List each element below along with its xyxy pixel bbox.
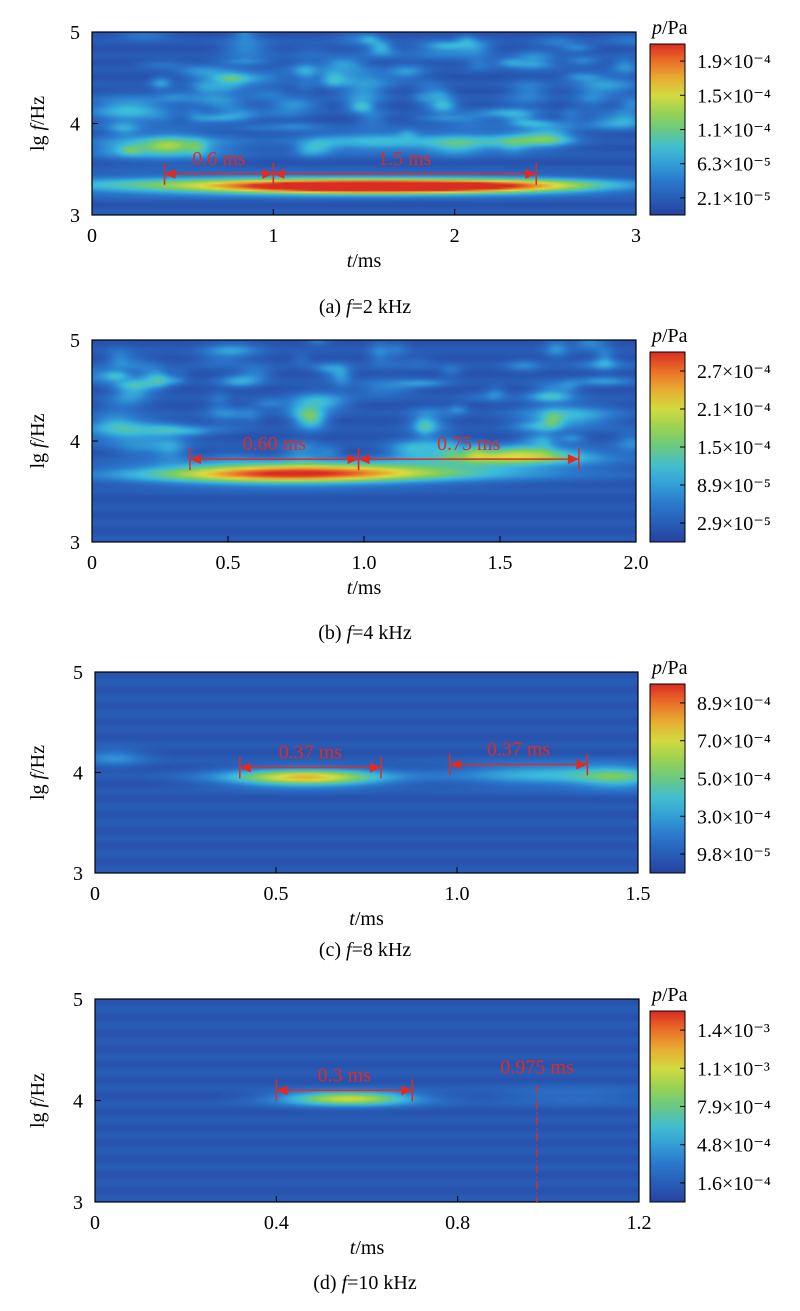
y-tick-label: 5 — [70, 330, 80, 352]
x-tick-label: 1 — [268, 225, 278, 247]
chart-panel: 0 0.4 0.8 1.2 3 4 5 t/ms lg f/Hz p/Pa 1.4×10⁻³ 1.1×… — [0, 982, 800, 1310]
colorbar-tick-label: 2.1×10⁻⁴ — [697, 399, 771, 421]
x-tick-label: 1.2 — [627, 1212, 652, 1234]
x-axis-label: t/ms — [347, 577, 382, 599]
chart-svg: 0 0.5 1.0 1.5 2.0 3 4 5 t/ms lg f/Hz p/Pa 2.7×10⁻⁴ 2… — [27, 325, 771, 599]
x-axis-label: t/ms — [350, 1237, 385, 1259]
chart-panel: 0 0.5 1.0 1.5 3 4 5 t/ms lg f/Hz p/Pa 8.9×10⁻⁴ 7.0×… — [0, 655, 800, 983]
y-axis-label: lg f/Hz — [27, 413, 49, 468]
colorbar-tick-label: 1.4×10⁻³ — [697, 1020, 770, 1042]
colorbar-tick-label: 2.7×10⁻⁴ — [697, 361, 771, 383]
duration-label: 0.60 ms — [243, 433, 307, 455]
colorbar-tick-label: 8.9×10⁻⁵ — [697, 475, 771, 497]
duration-label: 1.5 ms — [378, 148, 432, 170]
x-tick-label: 0.5 — [216, 552, 241, 574]
colorbar-tick-label: 1.9×10⁻⁴ — [697, 51, 771, 73]
x-tick-label: 0 — [90, 883, 100, 905]
x-tick-label: 1.5 — [488, 552, 513, 574]
colorbar-title: p/Pa — [650, 984, 688, 1006]
panel-caption: (a) f=2 kHz — [318, 296, 412, 318]
colorbar-tick-label: 7.9×10⁻⁴ — [697, 1097, 771, 1119]
y-axis-label: lg f/Hz — [27, 1073, 49, 1128]
marker-line: 0.975 ms — [500, 1056, 574, 1202]
colorbar-tick-label: 1.5×10⁻⁴ — [697, 437, 771, 459]
duration-label: 0.75 ms — [437, 433, 501, 455]
colorbar — [649, 351, 686, 543]
x-tick-label: 0 — [87, 225, 97, 247]
colorbar-tick-label: 1.1×10⁻³ — [697, 1058, 770, 1080]
x-tick-label: 0.5 — [264, 883, 289, 905]
colorbar-tick-label: 6.3×10⁻⁵ — [697, 154, 771, 176]
colorbar-tick-label: 9.8×10⁻⁵ — [697, 844, 771, 866]
duration-annotation: 0.37 ms — [449, 738, 589, 776]
duration-annotation: 0.3 ms — [275, 1064, 414, 1102]
x-tick-label: 0.8 — [445, 1212, 470, 1234]
heatmap-image — [92, 340, 636, 542]
y-tick-label: 3 — [73, 1192, 83, 1214]
chart-panel: 0 0.5 1.0 1.5 2.0 3 4 5 t/ms lg f/Hz p/Pa 2.7×10⁻⁴ 2… — [0, 325, 800, 656]
duration-label: 0.6 ms — [192, 148, 246, 170]
colorbar-tick-label: 5.0×10⁻⁴ — [697, 769, 771, 791]
colorbar-tick-label: 2.1×10⁻⁵ — [697, 188, 771, 210]
colorbar-title: p/Pa — [650, 17, 688, 39]
duration-annotation: 0.75 ms — [357, 433, 580, 471]
y-axis-label: lg f/Hz — [27, 745, 49, 800]
colorbar — [649, 683, 686, 874]
colorbar-tick-label: 1.1×10⁻⁴ — [697, 120, 771, 142]
y-tick-label: 3 — [70, 205, 80, 227]
y-tick-label: 5 — [73, 989, 83, 1011]
y-axis-label: lg f/Hz — [27, 96, 49, 151]
colorbar-tick-label: 8.9×10⁻⁴ — [697, 693, 771, 715]
x-tick-label: 1.0 — [352, 552, 377, 574]
colorbar-tick-label: 7.0×10⁻⁴ — [697, 731, 771, 753]
colorbar-tick-label: 3.0×10⁻⁴ — [697, 806, 771, 828]
chart-svg: 0 1 2 3 3 4 5 t/ms lg f/Hz p/Pa 1.9×10⁻⁴ 1.5×10⁻⁴ 1.… — [27, 17, 771, 272]
panel-caption: (d) f=10 kHz — [313, 1272, 417, 1294]
duration-annotation: 0.37 ms — [239, 741, 382, 779]
chart-panel: 0 1 2 3 3 4 5 t/ms lg f/Hz p/Pa 1.9×10⁻⁴ 1.5×10⁻⁴ 1.… — [0, 0, 800, 328]
colorbar — [649, 43, 686, 216]
colorbar-title: p/Pa — [650, 325, 688, 347]
x-tick-label: 2 — [450, 225, 460, 247]
y-tick-label: 5 — [73, 662, 83, 684]
marker-label: 0.975 ms — [500, 1056, 574, 1078]
colorbar-tick-label: 1.6×10⁻⁴ — [697, 1173, 771, 1195]
duration-label: 0.37 ms — [487, 738, 551, 760]
y-tick-label: 4 — [73, 1091, 83, 1113]
x-tick-label: 3 — [631, 225, 641, 247]
x-tick-label: 1.0 — [445, 883, 470, 905]
colorbar-tick-label: 1.5×10⁻⁴ — [697, 85, 771, 107]
x-tick-label: 2.0 — [624, 552, 649, 574]
y-tick-label: 4 — [73, 763, 83, 785]
y-tick-label: 4 — [70, 431, 80, 453]
duration-annotation: 1.5 ms — [272, 148, 538, 185]
y-tick-label: 3 — [70, 532, 80, 554]
duration-label: 0.37 ms — [279, 741, 343, 763]
x-tick-label: 0 — [90, 1212, 100, 1234]
panel-caption: (c) f=8 kHz — [318, 939, 412, 961]
y-tick-label: 5 — [70, 22, 80, 44]
colorbar-title: p/Pa — [650, 657, 688, 679]
colorbar-tick-label: 2.9×10⁻⁵ — [697, 513, 771, 535]
x-axis-label: t/ms — [349, 908, 384, 930]
y-tick-label: 3 — [73, 863, 83, 885]
duration-label: 0.3 ms — [318, 1064, 372, 1086]
heatmap-image — [95, 672, 638, 873]
y-tick-label: 4 — [70, 114, 80, 136]
duration-annotation: 0.60 ms — [189, 433, 360, 471]
heatmap-image — [95, 999, 639, 1202]
chart-svg: 0 0.5 1.0 1.5 3 4 5 t/ms lg f/Hz p/Pa 8.9×10⁻⁴ 7.0×… — [27, 657, 771, 930]
x-tick-label: 0.4 — [264, 1212, 289, 1234]
panel-caption: (b) f=4 kHz — [318, 622, 412, 644]
x-tick-label: 1.5 — [626, 883, 651, 905]
x-axis-label: t/ms — [347, 250, 382, 272]
heatmap-image — [92, 32, 636, 215]
chart-svg: 0 0.4 0.8 1.2 3 4 5 t/ms lg f/Hz p/Pa 1.4×10⁻³ 1.1×… — [27, 984, 771, 1259]
colorbar-tick-label: 4.8×10⁻⁴ — [697, 1135, 771, 1157]
x-tick-label: 0 — [87, 552, 97, 574]
duration-annotation: 0.6 ms — [163, 148, 275, 185]
colorbar — [649, 1010, 686, 1203]
